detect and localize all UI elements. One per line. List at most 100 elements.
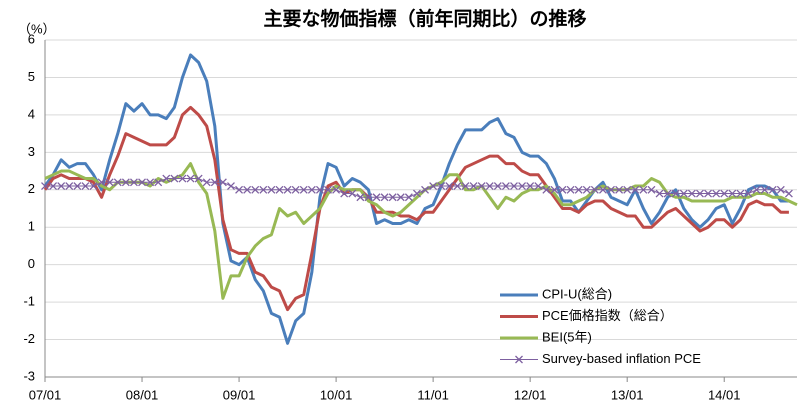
x-tick-label: 08/01: [126, 387, 159, 402]
series-marker: [639, 185, 648, 194]
series-marker: [477, 182, 486, 190]
series-marker: [550, 185, 559, 194]
series-marker: [607, 185, 615, 194]
y-tick-label: 3: [28, 144, 35, 159]
y-tick-label: 4: [28, 106, 35, 121]
series-marker: [429, 182, 438, 190]
y-tick-label: 6: [28, 31, 35, 46]
series-marker: [623, 185, 632, 194]
series-marker: [647, 185, 656, 194]
series-marker: [364, 193, 373, 202]
series-marker: [631, 185, 640, 194]
series-marker: [760, 185, 769, 194]
x-tick-label: 09/01: [223, 387, 256, 402]
series-marker: [744, 189, 753, 198]
series-marker: [493, 182, 502, 190]
series-marker: [720, 189, 729, 198]
series-marker: [202, 178, 211, 187]
chart-title: 主要な物価指標（前年同期比）の推移: [263, 7, 586, 30]
series-marker: [380, 193, 389, 202]
series-marker: [210, 178, 219, 187]
series-marker: [194, 174, 203, 183]
series-marker: [138, 178, 146, 187]
series-marker: [615, 185, 624, 194]
series-marker: [307, 185, 316, 194]
series-marker: [526, 182, 535, 190]
series-marker: [687, 189, 696, 198]
series-marker: [81, 182, 90, 190]
series-marker: [655, 189, 664, 198]
series-marker: [97, 178, 106, 187]
series-marker: [251, 185, 260, 194]
x-tick-label: 14/01: [708, 387, 741, 402]
series-marker: [332, 185, 341, 194]
series-marker: [558, 185, 567, 194]
series-marker: [469, 182, 478, 190]
series-marker: [461, 182, 470, 190]
series-marker: [283, 185, 292, 194]
series-marker: [57, 182, 66, 190]
series-marker: [227, 182, 235, 190]
series-marker: [129, 178, 138, 187]
series-marker: [73, 182, 82, 190]
series-marker: [267, 185, 276, 194]
y-tick-label: -3: [23, 368, 35, 383]
legend-label: BEI(5年): [542, 329, 592, 344]
series-marker: [105, 178, 114, 187]
series-marker: [518, 182, 527, 190]
series-marker: [784, 189, 793, 198]
series-marker: [170, 174, 179, 183]
y-tick-label: 2: [28, 181, 35, 196]
series-marker: [445, 182, 454, 190]
y-tick-label: 5: [28, 69, 35, 84]
series-line: [43, 53, 789, 345]
series-marker: [178, 174, 187, 183]
series-marker: [259, 185, 268, 194]
legend-label: PCE価格指数（総合）: [542, 308, 673, 323]
series-marker: [542, 185, 551, 194]
series-marker: [291, 185, 300, 194]
series-marker: [340, 189, 349, 198]
series-marker: [324, 185, 332, 194]
series-marker: [154, 178, 163, 187]
x-tick-label: 11/01: [417, 387, 449, 402]
series-marker: [299, 185, 308, 194]
series-marker: [388, 193, 397, 202]
series-line: [43, 105, 789, 312]
series-marker: [396, 193, 405, 202]
series-marker: [728, 189, 737, 198]
series-marker: [235, 185, 244, 194]
series-marker: [243, 185, 252, 194]
series-marker: [356, 193, 365, 202]
series-marker: [671, 189, 680, 198]
series-marker: [65, 182, 74, 190]
series-marker: [696, 189, 704, 198]
series-marker: [162, 174, 171, 183]
x-tick-label: 10/01: [320, 387, 353, 402]
series-marker: [704, 189, 713, 198]
y-axis-label: （%）: [18, 21, 56, 36]
series-marker: [437, 182, 446, 190]
series-marker: [146, 178, 155, 187]
series-marker: [574, 185, 583, 194]
x-tick-label: 12/01: [514, 387, 547, 402]
series-marker: [275, 185, 284, 194]
series-marker: [315, 185, 324, 194]
series-marker: [566, 185, 575, 194]
series-line: [44, 162, 798, 300]
series-marker: [768, 185, 777, 194]
series-marker: [49, 182, 58, 190]
series-marker: [598, 185, 607, 194]
y-tick-label: 1: [28, 219, 35, 234]
series-marker: [712, 189, 721, 198]
series-marker: [590, 185, 599, 194]
series-marker: [186, 174, 195, 183]
series-marker: [534, 182, 543, 190]
y-tick-label: -2: [23, 331, 35, 346]
series-marker: [412, 189, 421, 198]
series-marker: [41, 182, 49, 190]
series-marker: [404, 193, 413, 202]
x-tick-label: 13/01: [611, 387, 644, 402]
legend-label: Survey-based inflation PCE: [542, 351, 701, 366]
